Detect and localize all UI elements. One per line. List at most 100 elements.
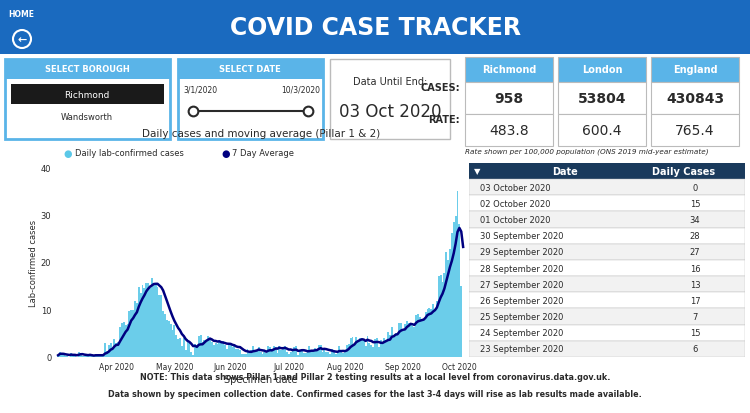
Bar [192,355,194,357]
Bar [224,345,226,357]
Bar [142,285,143,357]
Bar [154,284,157,357]
Bar [106,351,108,357]
Bar [337,352,338,357]
Bar [213,345,214,357]
Bar [424,313,427,357]
Bar [266,353,267,357]
Bar [284,346,286,357]
Bar [293,347,296,357]
Bar [164,314,166,357]
Bar [397,336,398,357]
Bar [78,353,80,357]
FancyBboxPatch shape [469,212,745,228]
Text: Data shown by specimen collection date. Confirmed cases for the last 3-4 days wi: Data shown by specimen collection date. … [108,389,642,399]
Text: 600.4: 600.4 [582,124,622,138]
Text: ●: ● [221,148,230,158]
Bar [434,310,436,357]
Bar [438,276,440,357]
Text: London: London [582,65,622,75]
Bar [273,347,274,357]
Bar [218,341,220,357]
Y-axis label: Lab-confirmed cases: Lab-confirmed cases [29,219,38,306]
Text: 15: 15 [690,328,700,337]
Bar [436,301,438,357]
Bar [410,323,412,357]
Bar [398,323,400,357]
Text: ←: ← [17,35,27,45]
Bar [98,356,100,357]
Bar [290,353,292,357]
Bar [80,353,82,357]
Bar [146,284,147,357]
Bar [206,343,207,357]
Bar [63,354,64,357]
Bar [247,349,248,357]
Bar [370,345,372,357]
Text: Richmond: Richmond [64,90,110,99]
Bar [262,354,263,357]
Text: 765.4: 765.4 [675,124,715,138]
Bar [130,311,132,357]
Bar [387,332,389,357]
FancyBboxPatch shape [469,309,745,325]
Bar [331,349,333,357]
Text: 3/1/2020: 3/1/2020 [183,85,217,94]
Bar [181,346,183,357]
Bar [454,216,457,357]
Text: 16: 16 [690,264,700,273]
Bar [286,352,288,357]
Bar [378,347,380,357]
Text: 27: 27 [690,248,700,257]
Bar [188,343,190,357]
Text: 7 Day Average: 7 Day Average [232,149,295,158]
X-axis label: Specimen date: Specimen date [224,374,297,384]
Text: Wandsworth: Wandsworth [61,113,113,122]
Bar [269,347,271,357]
Text: Daily Cases: Daily Cases [652,166,716,176]
Bar [292,351,293,357]
Bar [162,311,164,357]
Bar [326,352,327,357]
Bar [252,346,254,357]
Bar [267,346,269,357]
Bar [419,317,421,357]
Bar [308,346,310,357]
Text: 29 September 2020: 29 September 2020 [480,248,563,257]
Bar [200,336,202,357]
Bar [64,356,67,357]
Bar [127,324,128,357]
Bar [194,344,196,357]
Bar [318,346,320,357]
Bar [214,344,217,357]
FancyBboxPatch shape [469,325,745,341]
Bar [132,311,134,357]
Text: Rate shown per 100,000 population (ONS 2019 mid-year estimate): Rate shown per 100,000 population (ONS 2… [465,148,709,155]
Bar [428,309,430,357]
Bar [310,352,312,357]
Bar [157,287,158,357]
Bar [232,347,233,357]
Bar [416,315,417,357]
Bar [119,327,121,357]
Bar [430,309,432,357]
Bar [241,355,243,357]
Text: CASES:: CASES: [420,83,460,93]
Bar [102,355,104,357]
Text: RATE:: RATE: [428,115,460,125]
Bar [394,333,397,357]
Bar [172,330,173,357]
Bar [363,340,364,357]
Bar [356,337,357,357]
Bar [121,324,123,357]
Bar [421,320,423,357]
Bar [198,336,200,357]
Bar [361,339,363,357]
Bar [314,348,316,357]
Text: 03 October 2020: 03 October 2020 [480,183,550,192]
Text: 483.8: 483.8 [489,124,529,138]
Text: 24 September 2020: 24 September 2020 [480,328,563,337]
Bar [239,351,241,357]
Bar [244,354,247,357]
Bar [110,343,112,357]
